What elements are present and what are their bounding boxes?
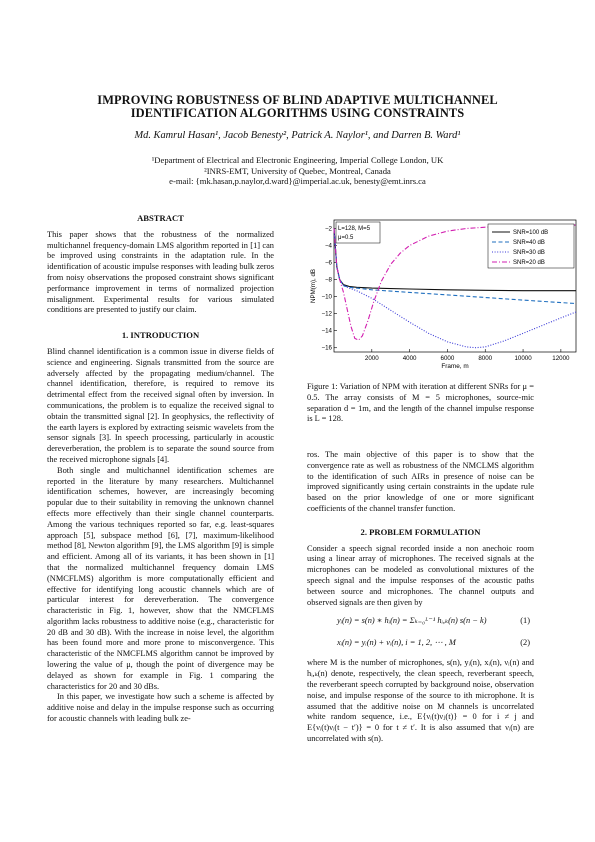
npm-chart: 2000 4000 6000 8000 10000 12000 −2 −4 −6 −8 −10 −12… bbox=[310, 219, 577, 370]
affiliation-2: ²INRS-EMT, University of Quebec, Montrea… bbox=[204, 165, 391, 176]
abstract-text: This paper shows that the robustness of … bbox=[47, 229, 275, 315]
intro-heading: 1. INTRODUCTION bbox=[121, 330, 200, 341]
figure-caption: Figure 1: Variation of NPM with iteratio… bbox=[307, 382, 534, 424]
affiliations: ¹Department of Electrical and Electronic… bbox=[40, 155, 555, 187]
affiliation-1: ¹Department of Electrical and Electronic… bbox=[151, 155, 444, 165]
left-column: ABSTRACT This paper shows that the robus… bbox=[47, 213, 274, 725]
y-tick-label: −4 bbox=[325, 243, 333, 250]
legend-label: SNR=20 dB bbox=[513, 260, 545, 266]
x-tick-label: 6000 bbox=[441, 355, 455, 362]
y-axis-label: NPM(m), dB bbox=[310, 269, 317, 303]
y-tick-label: −16 bbox=[322, 345, 333, 352]
right-paragraph-3: where M is the number of microphones, s(… bbox=[307, 658, 534, 743]
legend-box bbox=[487, 223, 575, 269]
equation-2-body: xᵢ(n) = yᵢ(n) + νᵢ(n), i = 1, 2, ⋯ , M bbox=[337, 638, 456, 648]
y-tick-label: −8 bbox=[325, 277, 333, 284]
equation-2-number: (2) bbox=[520, 638, 530, 648]
equation-1: yᵢ(n) = s(n) ∗ hᵢ(n) = Σₖ₌₀ᴸ⁻¹ hᵢ,ₖ(n) s… bbox=[307, 616, 534, 634]
abstract-heading: ABSTRACT bbox=[137, 213, 184, 223]
x-tick-label: 4000 bbox=[403, 355, 417, 362]
annotation-text: μ=0.5 bbox=[338, 235, 354, 241]
equation-1-number: (1) bbox=[520, 616, 530, 626]
formulation-heading: 2. PROBLEM FORMULATION bbox=[360, 526, 481, 537]
intro-paragraph-1: Blind channel identification is a common… bbox=[47, 346, 274, 464]
intro-paragraph-2: Both single and multichannel identificat… bbox=[47, 465, 274, 691]
right-column: ros. The main objective of this paper is… bbox=[307, 450, 534, 745]
legend-label: SNR=40 dB bbox=[513, 240, 545, 246]
x-tick-label: 8000 bbox=[478, 355, 492, 362]
series-line bbox=[333, 228, 577, 349]
intro-paragraph-3: In this paper, we investigate how such a… bbox=[47, 692, 274, 724]
y-tick-label: −2 bbox=[325, 226, 333, 233]
title-line-2: IDENTIFICATION ALGORITHMS USING CONSTRAI… bbox=[130, 106, 465, 120]
y-tick-label: −6 bbox=[325, 260, 333, 267]
y-tick-label: −14 bbox=[322, 328, 333, 335]
x-tick-label: 12000 bbox=[552, 355, 570, 362]
right-paragraph-2: Consider a speech signal recorded inside… bbox=[307, 543, 534, 607]
title-line-1: IMPROVING ROBUSTNESS OF BLIND ADAPTIVE M… bbox=[97, 93, 498, 107]
equation-1-body: yᵢ(n) = s(n) ∗ hᵢ(n) = Σₖ₌₀ᴸ⁻¹ hᵢ,ₖ(n) s… bbox=[337, 616, 487, 626]
equation-2: xᵢ(n) = yᵢ(n) + νᵢ(n), i = 1, 2, ⋯ , M (… bbox=[307, 638, 534, 654]
annotation-box bbox=[335, 221, 381, 244]
y-tick-label: −12 bbox=[322, 311, 333, 318]
right-paragraph-1: ros. The main objective of this paper is… bbox=[307, 450, 534, 513]
legend-label: SNR=100 dB bbox=[513, 230, 548, 236]
series-line bbox=[333, 228, 577, 305]
x-tick-label: 10000 bbox=[514, 355, 532, 362]
paper-title: IMPROVING ROBUSTNESS OF BLIND ADAPTIVE M… bbox=[40, 94, 555, 120]
y-tick-label: −10 bbox=[322, 294, 333, 301]
authors: Md. Kamrul Hasan¹, Jacob Benesty², Patri… bbox=[134, 130, 461, 141]
x-axis-label: Frame, m bbox=[441, 363, 468, 370]
email: e-mail: {mk.hasan,p.naylor,d.ward}@imper… bbox=[169, 176, 426, 187]
annotation-text: L=128, M=5 bbox=[338, 226, 371, 232]
legend-label: SNR=30 dB bbox=[513, 250, 545, 256]
x-tick-label: 2000 bbox=[365, 355, 379, 362]
